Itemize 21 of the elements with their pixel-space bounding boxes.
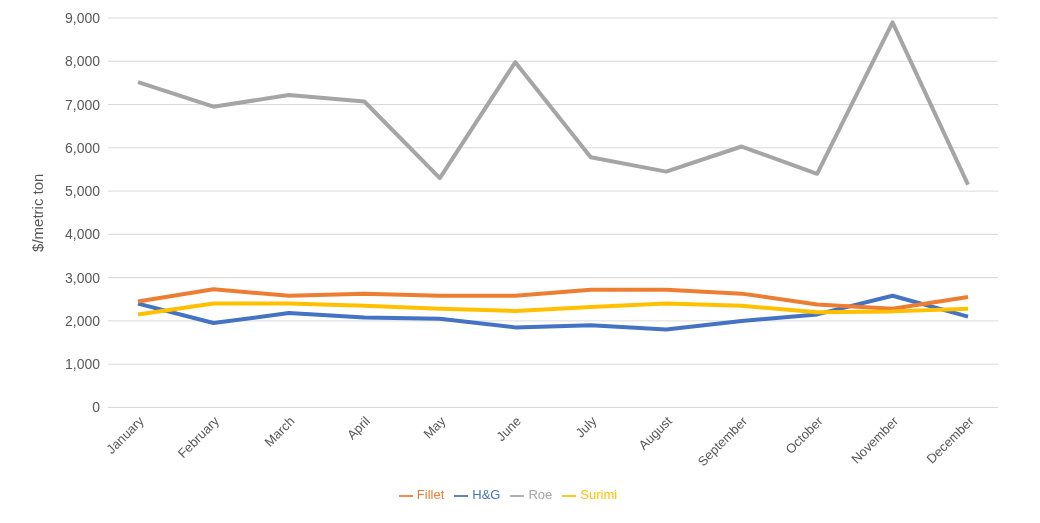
y-tick-label: 8,000 <box>64 53 101 70</box>
y-tick-label: 6,000 <box>64 139 101 156</box>
legend-label: Roe <box>528 487 553 503</box>
y-tick-label: 2,000 <box>64 312 101 329</box>
legend-label: H&G <box>472 487 501 503</box>
legend-label: Surimi <box>580 487 618 503</box>
line-series <box>136 301 970 317</box>
x-tick-label: May <box>420 413 449 442</box>
y-tick-label: 9,000 <box>64 9 101 26</box>
line-series <box>136 20 970 187</box>
legend-label: Fillet <box>416 487 445 503</box>
y-tick-label: 1,000 <box>64 356 101 373</box>
y-axis-title: $/metric ton <box>29 173 47 252</box>
line-series <box>136 287 970 311</box>
y-tick-label: 5,000 <box>64 183 101 200</box>
y-tick-label: 4,000 <box>64 226 101 243</box>
y-tick-label: 0 <box>92 399 101 416</box>
x-tick-label: July <box>572 413 600 441</box>
line-series <box>136 293 970 332</box>
y-tick-label: 7,000 <box>64 96 101 113</box>
y-tick-label: 3,000 <box>64 269 101 286</box>
